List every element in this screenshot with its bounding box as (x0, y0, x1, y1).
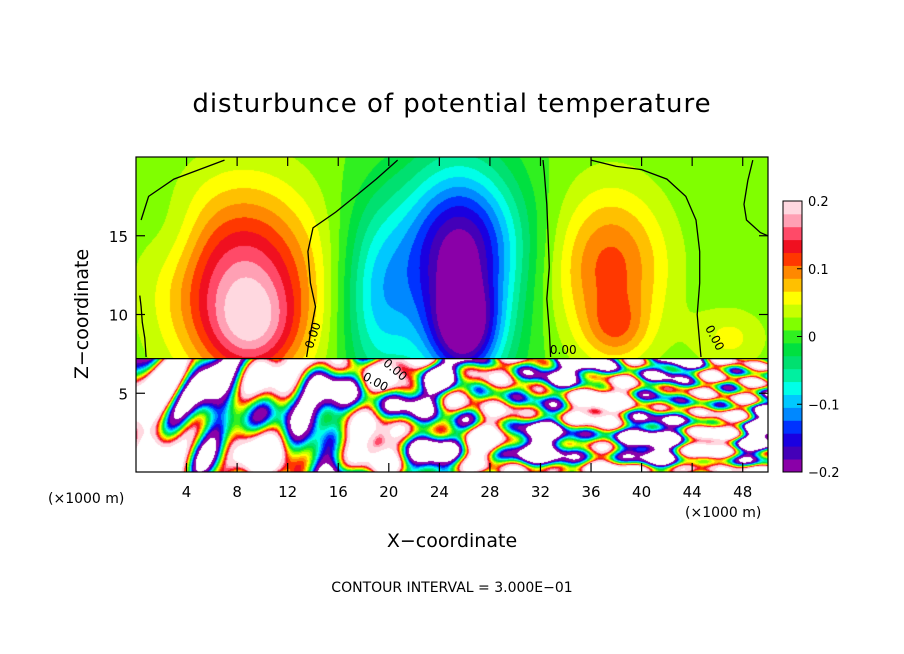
colorbar-swatch (783, 201, 802, 215)
colorbar-swatch (783, 446, 802, 460)
contour-line (139, 295, 147, 358)
colorbar: 0.2 0.1 0 −0.1 −0.2 (782, 195, 840, 481)
x-tick-label: 44 (683, 483, 702, 501)
colorbar-tick-label: −0.2 (808, 466, 840, 481)
colorbar-swatch (783, 368, 802, 383)
x-unit-right: (×1000 m) (685, 505, 761, 521)
x-tick-label: 4 (182, 483, 192, 501)
x-tick-label: 20 (379, 483, 398, 501)
colorbar-swatch (783, 317, 802, 331)
contour-line (305, 159, 399, 358)
colorbar-swatch (783, 433, 802, 447)
colorbar-tick-label: 0 (808, 331, 816, 346)
contour-interval-note: CONTOUR INTERVAL = 3.000E−01 (331, 580, 572, 596)
contour-line (743, 159, 769, 237)
colorbar-swatch (783, 226, 802, 241)
y-axis-label: Z−coordinate (71, 249, 93, 379)
contour-label: 0.00 (550, 343, 577, 357)
colorbar-swatch (783, 459, 802, 473)
colorbar-ticks: 0.2 0.1 0 −0.1 −0.2 (797, 195, 840, 481)
colorbar-swatch (783, 265, 802, 279)
plot-area: 0.000.000.000.00 0.00 4 8 12 16 20 24 28 32 36 40 4… (109, 156, 769, 501)
x-axis-label: X−coordinate (387, 530, 517, 552)
x-tick-label: 8 (232, 483, 242, 501)
colorbar-swatch (783, 278, 802, 292)
x-tick-label: 28 (480, 483, 499, 501)
x-tick-label: 36 (581, 483, 600, 501)
colorbar-swatch (783, 407, 802, 421)
x-tick-label: 40 (632, 483, 651, 501)
contour-line (590, 159, 702, 358)
x-tick-label: 48 (733, 483, 752, 501)
x-tick-label: 24 (430, 483, 449, 501)
y-axis-ticks: 5 10 15 (109, 228, 768, 403)
colorbar-swatch (783, 304, 802, 318)
y-tick-label: 10 (109, 307, 128, 325)
colorbar-swatch (783, 239, 802, 254)
colorbar-tick-label: 0.1 (808, 263, 829, 278)
colorbar-swatch (783, 394, 802, 408)
colorbar-swatch (783, 342, 802, 357)
x-tick-label: 12 (278, 483, 297, 501)
colorbar-tick-label: 0.2 (808, 195, 829, 210)
y-tick-label: 15 (109, 228, 128, 246)
colorbar-swatch (783, 330, 802, 344)
contour-line (140, 159, 225, 221)
x-tick-label: 32 (531, 483, 550, 501)
colorbar-swatch (783, 252, 802, 266)
colorbar-swatch (783, 291, 802, 305)
colorbar-swatch (783, 355, 802, 370)
y-tick-label: 5 (118, 385, 128, 403)
x-axis-ticks: 4 8 12 16 20 24 28 32 36 40 44 48 (182, 157, 752, 501)
contour-line (542, 160, 552, 358)
x-tick-label: 16 (329, 483, 348, 501)
x-unit-left: (×1000 m) (48, 491, 124, 507)
colorbar-swatch (783, 381, 802, 395)
colorbar-tick-label: −0.1 (808, 398, 840, 413)
colorbar-swatch (783, 213, 802, 228)
colorbar-swatch (783, 420, 802, 434)
chart-title: disturbunce of potential temperature (192, 89, 711, 119)
potential-temperature-field (136, 157, 768, 472)
